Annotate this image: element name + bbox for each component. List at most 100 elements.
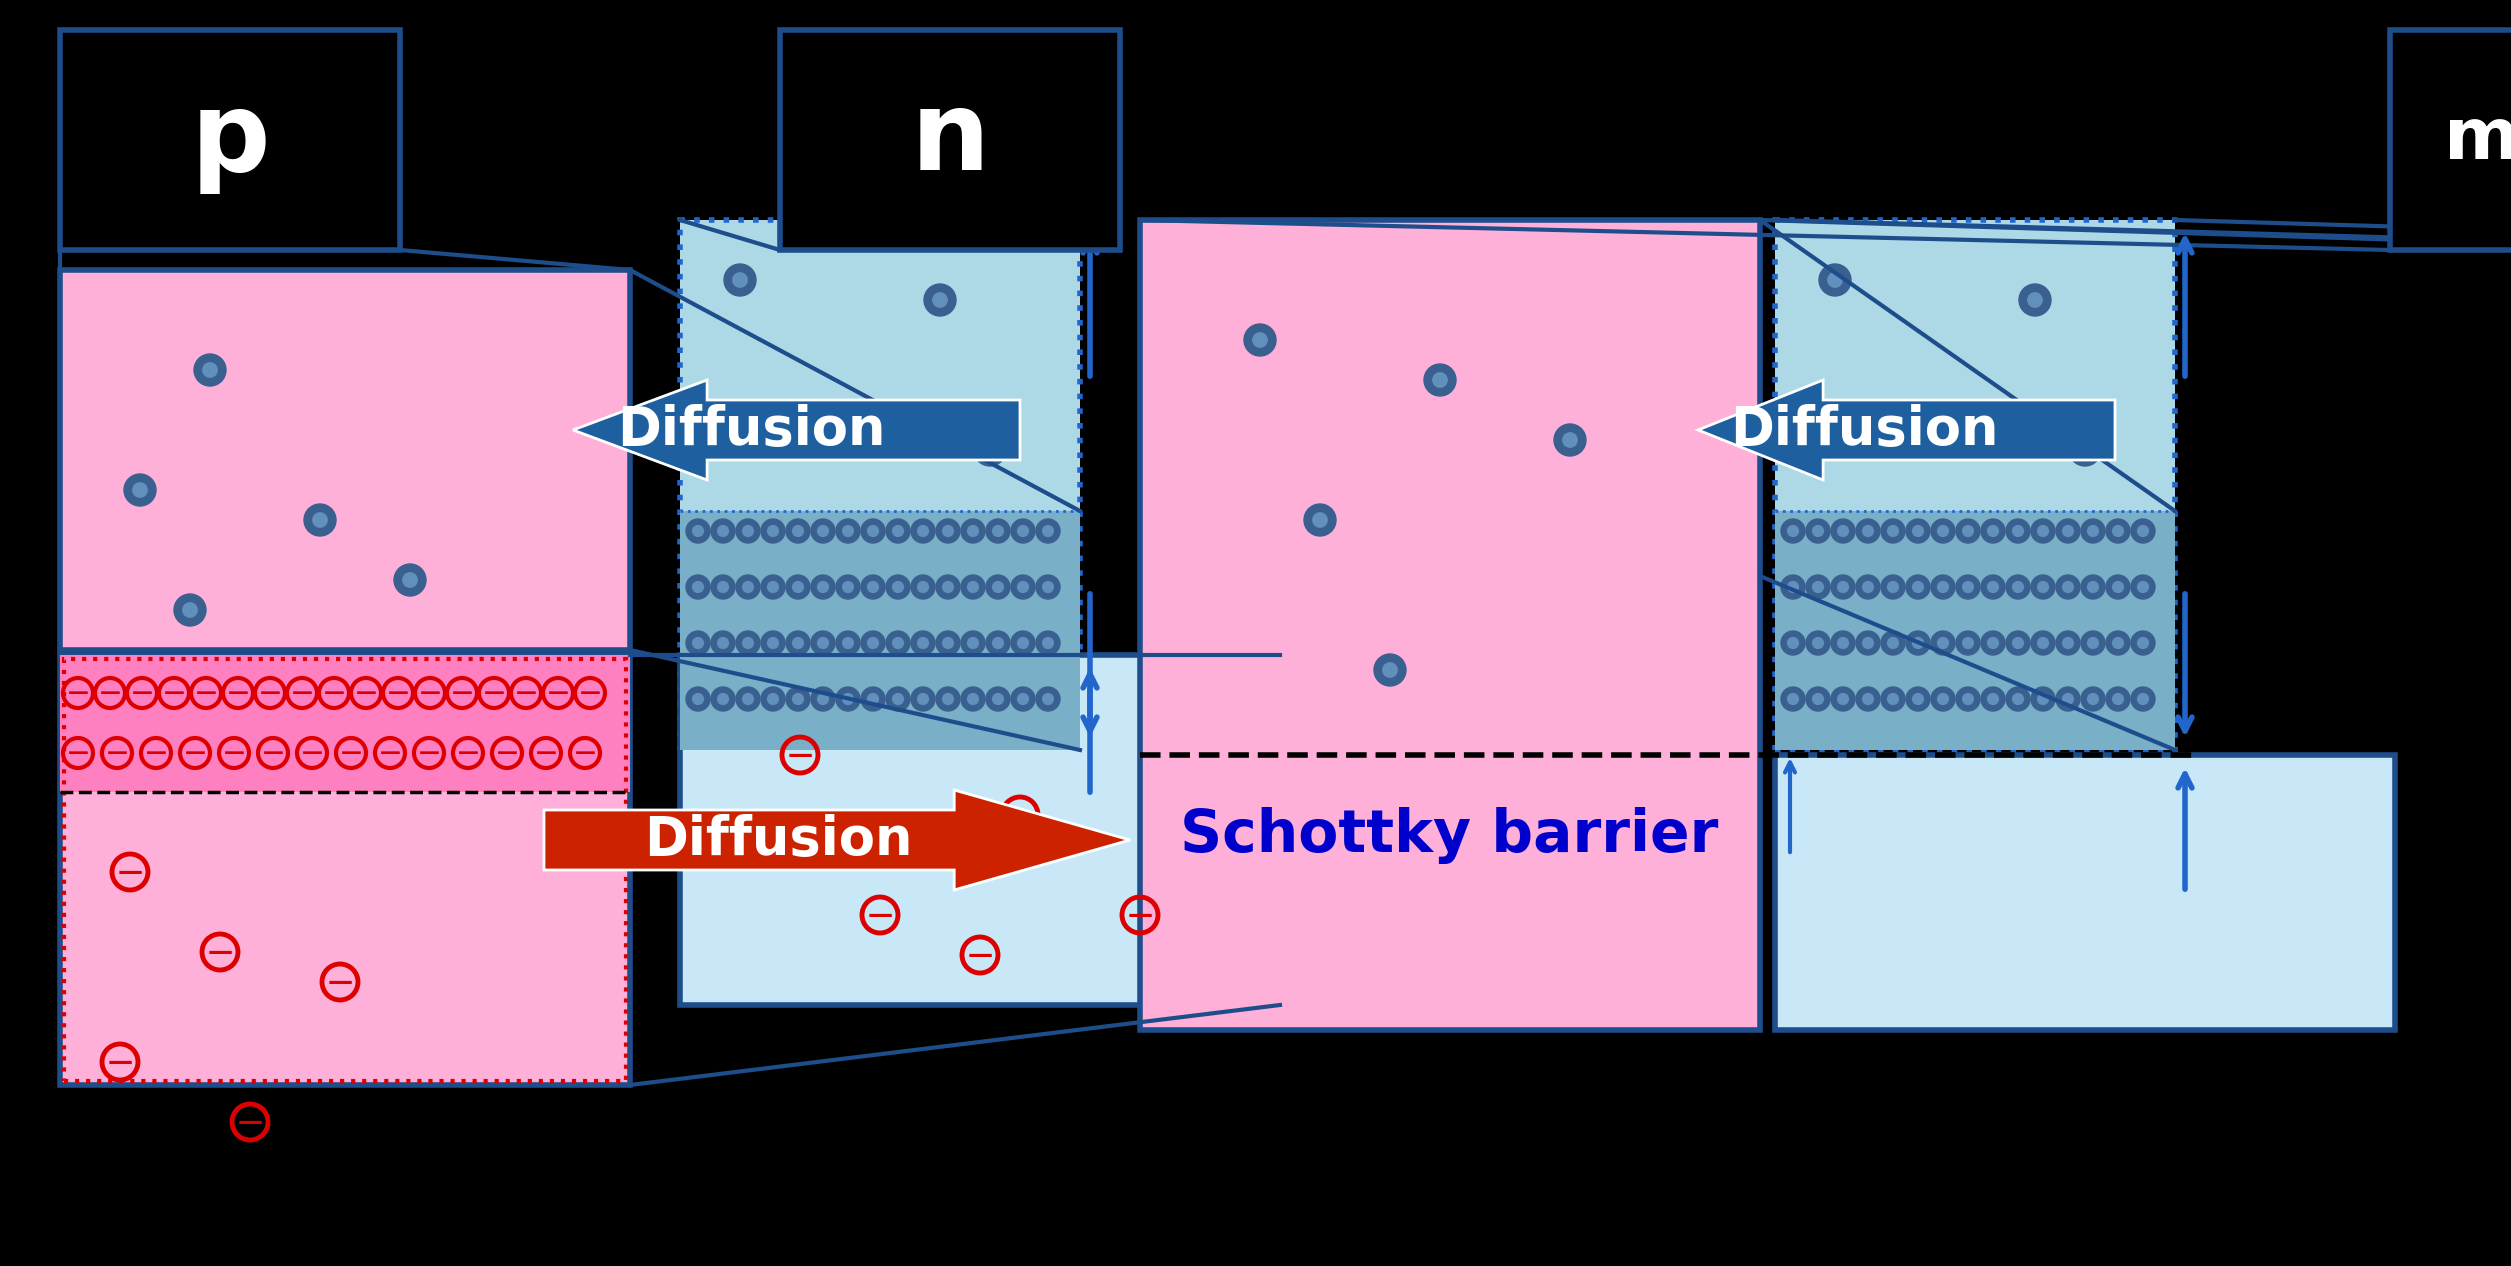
Circle shape — [967, 581, 979, 592]
Circle shape — [1243, 324, 1276, 356]
Circle shape — [1042, 581, 1055, 592]
Circle shape — [1788, 525, 1798, 537]
Text: —: — — [324, 682, 344, 703]
Circle shape — [1384, 663, 1396, 677]
Text: —: — — [131, 682, 153, 703]
Circle shape — [761, 575, 786, 599]
Circle shape — [861, 630, 884, 655]
FancyArrow shape — [573, 380, 1019, 480]
Circle shape — [962, 519, 984, 543]
Circle shape — [1888, 581, 1898, 592]
Text: —: — — [379, 743, 399, 763]
Bar — [680, 655, 1281, 1005]
Circle shape — [2082, 687, 2104, 711]
Circle shape — [1981, 519, 2004, 543]
Circle shape — [911, 687, 934, 711]
Circle shape — [711, 630, 736, 655]
Circle shape — [2087, 694, 2099, 704]
Text: —: — — [547, 682, 567, 703]
Circle shape — [861, 575, 884, 599]
Circle shape — [736, 575, 761, 599]
Circle shape — [2062, 525, 2074, 537]
Bar — [60, 655, 630, 793]
Circle shape — [1012, 575, 1035, 599]
Circle shape — [1780, 687, 1805, 711]
Circle shape — [1017, 581, 1030, 592]
Circle shape — [2112, 525, 2124, 537]
Text: —: — — [535, 743, 557, 763]
Bar — [781, 30, 1120, 249]
Circle shape — [2031, 687, 2054, 711]
Circle shape — [1838, 638, 1848, 648]
Circle shape — [962, 687, 984, 711]
Text: —: — — [457, 743, 480, 763]
Circle shape — [1989, 525, 1999, 537]
Circle shape — [2132, 687, 2154, 711]
Circle shape — [2006, 519, 2029, 543]
Circle shape — [402, 572, 417, 587]
Circle shape — [917, 581, 929, 592]
Circle shape — [2087, 581, 2099, 592]
Circle shape — [1042, 694, 1055, 704]
Circle shape — [967, 525, 979, 537]
Circle shape — [761, 519, 786, 543]
Text: —: — — [341, 743, 362, 763]
Circle shape — [992, 638, 1004, 648]
Bar — [60, 655, 630, 1085]
Circle shape — [203, 363, 216, 377]
Circle shape — [861, 519, 884, 543]
Text: —: — — [146, 743, 166, 763]
Circle shape — [1931, 630, 1956, 655]
Circle shape — [2087, 525, 2099, 537]
Circle shape — [869, 581, 879, 592]
Circle shape — [2107, 687, 2129, 711]
Circle shape — [693, 581, 703, 592]
Circle shape — [786, 519, 811, 543]
Circle shape — [1017, 694, 1030, 704]
Circle shape — [942, 525, 954, 537]
Circle shape — [967, 638, 979, 648]
Circle shape — [1913, 581, 1923, 592]
Circle shape — [1313, 513, 1328, 527]
Text: —: — — [100, 682, 121, 703]
Text: —: — — [291, 682, 311, 703]
Circle shape — [869, 638, 879, 648]
Circle shape — [2107, 630, 2129, 655]
Circle shape — [942, 694, 954, 704]
Circle shape — [693, 525, 703, 537]
Circle shape — [1981, 687, 2004, 711]
Circle shape — [314, 513, 326, 527]
Circle shape — [811, 575, 836, 599]
Circle shape — [811, 519, 836, 543]
Text: —: — — [580, 682, 600, 703]
Text: —: — — [485, 682, 505, 703]
Circle shape — [942, 581, 954, 592]
Circle shape — [844, 525, 854, 537]
Circle shape — [992, 525, 1004, 537]
Circle shape — [768, 581, 778, 592]
Circle shape — [1888, 638, 1898, 648]
Circle shape — [2107, 575, 2129, 599]
Circle shape — [1938, 525, 1949, 537]
Circle shape — [937, 630, 959, 655]
Circle shape — [1838, 525, 1848, 537]
Circle shape — [1906, 687, 1931, 711]
Text: —: — — [68, 682, 88, 703]
Circle shape — [173, 594, 206, 625]
Circle shape — [924, 284, 957, 316]
Text: —: — — [357, 682, 377, 703]
Circle shape — [1856, 687, 1881, 711]
Circle shape — [1878, 413, 1893, 427]
Circle shape — [711, 519, 736, 543]
Circle shape — [2082, 630, 2104, 655]
Circle shape — [1931, 575, 1956, 599]
Text: p: p — [191, 86, 269, 194]
Circle shape — [1780, 575, 1805, 599]
Circle shape — [768, 638, 778, 648]
Bar — [60, 30, 399, 249]
Circle shape — [693, 638, 703, 648]
Circle shape — [2014, 581, 2024, 592]
Circle shape — [1964, 525, 1974, 537]
Circle shape — [1938, 694, 1949, 704]
Circle shape — [2031, 630, 2054, 655]
